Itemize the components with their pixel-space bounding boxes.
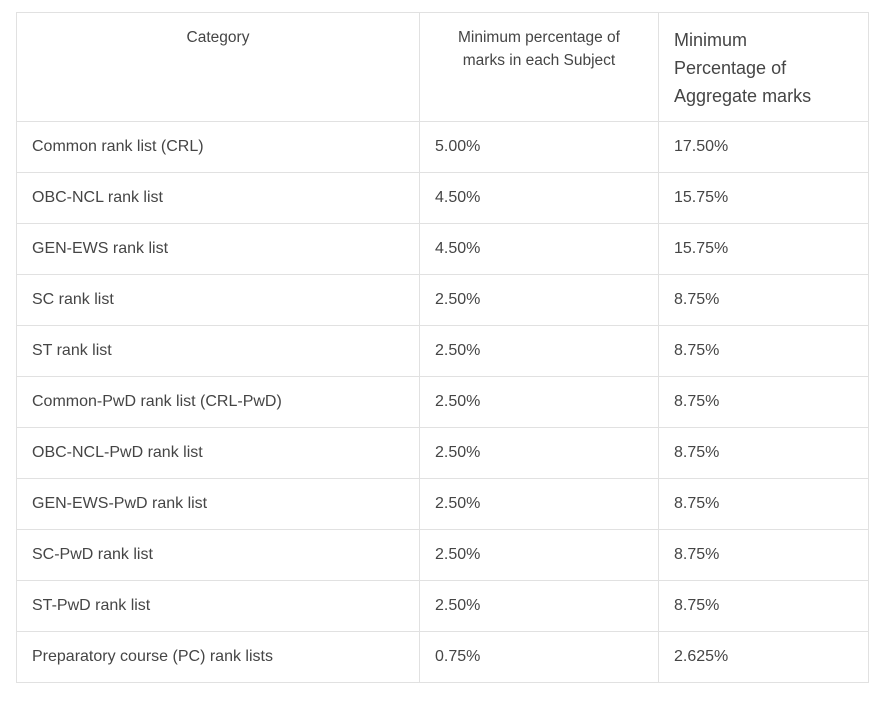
- min-aggregate-percentage-cell: 8.75%: [658, 478, 869, 530]
- table-row: SC rank list 2.50% 8.75%: [16, 274, 869, 326]
- category-cell: SC rank list: [16, 274, 420, 326]
- min-aggregate-percentage-cell: 2.625%: [658, 631, 869, 683]
- category-cell: SC-PwD rank list: [16, 529, 420, 581]
- min-aggregate-percentage-cell: 8.75%: [658, 580, 869, 632]
- qualifying-marks-table-container: Category Minimum percentage of marks in …: [16, 12, 869, 683]
- table-row: ST rank list 2.50% 8.75%: [16, 325, 869, 377]
- table-row: OBC-NCL-PwD rank list 2.50% 8.75%: [16, 427, 869, 479]
- min-aggregate-percentage-cell: 8.75%: [658, 529, 869, 581]
- category-cell: GEN-EWS rank list: [16, 223, 420, 275]
- min-aggregate-percentage-cell: 15.75%: [658, 172, 869, 224]
- category-cell: Preparatory course (PC) rank lists: [16, 631, 420, 683]
- category-cell: OBC-NCL rank list: [16, 172, 420, 224]
- min-subject-percentage-cell: 5.00%: [419, 121, 659, 173]
- min-aggregate-percentage-cell: 15.75%: [658, 223, 869, 275]
- min-subject-percentage-cell: 2.50%: [419, 580, 659, 632]
- min-aggregate-percentage-cell: 8.75%: [658, 274, 869, 326]
- table-row: OBC-NCL rank list 4.50% 15.75%: [16, 172, 869, 224]
- min-subject-percentage-cell: 2.50%: [419, 529, 659, 581]
- min-aggregate-percentage-cell: 8.75%: [658, 376, 869, 428]
- column-header-min-subject-percentage: Minimum percentage of marks in each Subj…: [419, 12, 659, 122]
- min-aggregate-percentage-cell: 8.75%: [658, 325, 869, 377]
- category-cell: Common rank list (CRL): [16, 121, 420, 173]
- min-subject-percentage-cell: 2.50%: [419, 274, 659, 326]
- column-header-category: Category: [16, 12, 420, 122]
- category-cell: GEN-EWS-PwD rank list: [16, 478, 420, 530]
- min-subject-percentage-cell: 2.50%: [419, 478, 659, 530]
- min-subject-percentage-cell: 2.50%: [419, 376, 659, 428]
- min-subject-percentage-cell: 2.50%: [419, 325, 659, 377]
- min-subject-percentage-cell: 4.50%: [419, 223, 659, 275]
- category-cell: OBC-NCL-PwD rank list: [16, 427, 420, 479]
- table-row: GEN-EWS-PwD rank list 2.50% 8.75%: [16, 478, 869, 530]
- table-row: Preparatory course (PC) rank lists 0.75%…: [16, 631, 869, 683]
- column-header-min-aggregate-percentage: Minimum Percentage of Aggregate marks: [658, 12, 869, 122]
- table-row: GEN-EWS rank list 4.50% 15.75%: [16, 223, 869, 275]
- min-subject-percentage-cell: 2.50%: [419, 427, 659, 479]
- table-row: SC-PwD rank list 2.50% 8.75%: [16, 529, 869, 581]
- category-cell: ST-PwD rank list: [16, 580, 420, 632]
- min-subject-percentage-cell: 0.75%: [419, 631, 659, 683]
- table-body: Common rank list (CRL) 5.00% 17.50% OBC-…: [16, 121, 869, 683]
- table-row: Common rank list (CRL) 5.00% 17.50%: [16, 121, 869, 173]
- min-aggregate-percentage-cell: 8.75%: [658, 427, 869, 479]
- table-row: Common-PwD rank list (CRL-PwD) 2.50% 8.7…: [16, 376, 869, 428]
- category-cell: ST rank list: [16, 325, 420, 377]
- table-row: ST-PwD rank list 2.50% 8.75%: [16, 580, 869, 632]
- min-subject-percentage-cell: 4.50%: [419, 172, 659, 224]
- qualifying-marks-table: Category Minimum percentage of marks in …: [16, 12, 869, 683]
- header-row: Category Minimum percentage of marks in …: [16, 12, 869, 122]
- category-cell: Common-PwD rank list (CRL-PwD): [16, 376, 420, 428]
- min-aggregate-percentage-cell: 17.50%: [658, 121, 869, 173]
